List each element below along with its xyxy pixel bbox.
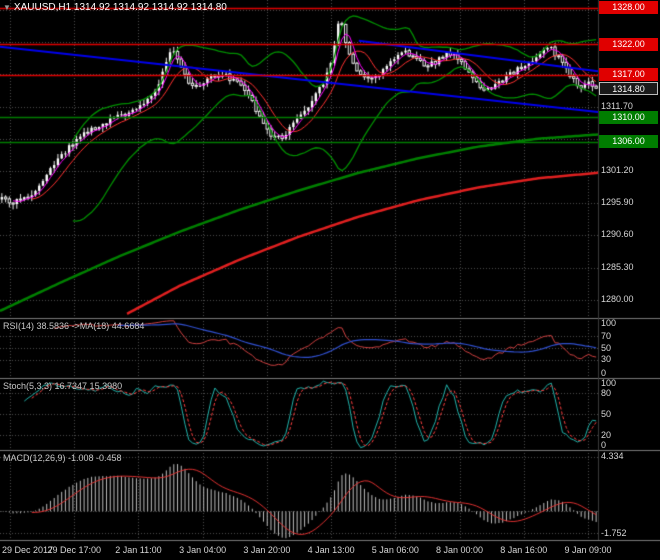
price-level-tag: 1328.00 — [599, 1, 658, 15]
symbol-marker-icon: ▼ — [3, 3, 11, 12]
price-level-tag: 1310.00 — [599, 110, 658, 124]
stoch-scale-label: 80 — [601, 387, 612, 398]
chart-title-text: XAUUSD,H1 1314.92 1314.92 1314.92 1314.8… — [13, 2, 227, 13]
time-axis-label: 8 Jan 00:00 — [436, 545, 484, 555]
price-axis-label: 1295.90 — [601, 197, 634, 208]
rsi-scale-label: 30 — [601, 354, 612, 365]
stoch-scale-label: 20 — [601, 429, 612, 440]
rsi-scale-label: 50 — [601, 342, 612, 353]
stoch-scale-label: 50 — [601, 408, 612, 419]
macd-indicator-label: MACD(12,26,9) -1.008 -0.458 — [3, 453, 122, 463]
time-axis-label: 9 Jan 09:00 — [564, 545, 612, 555]
rsi-scale-label: 0 — [601, 368, 607, 378]
time-axis-label: 3 Jan 20:00 — [243, 545, 291, 555]
price-level-tag: 1317.00 — [599, 68, 658, 82]
stoch-scale-label: 0 — [601, 440, 607, 450]
time-axis-label: 2 Jan 11:00 — [115, 545, 162, 555]
chart-ohlc-info: ▼ XAUUSD,H1 1314.92 1314.92 1314.92 1314.… — [3, 2, 227, 13]
time-axis-label: 3 Jan 04:00 — [179, 545, 227, 555]
price-axis-label: 1290.60 — [601, 229, 634, 240]
rsi-scale-label: 100 — [601, 318, 617, 328]
stoch-indicator-label: Stoch(5,3,3) 16.7347 15.3980 — [3, 381, 123, 391]
time-axis-label: 29 Dec 2017 — [2, 545, 54, 555]
time-axis-label: 4 Jan 13:00 — [307, 545, 355, 555]
time-axis-label: 5 Jan 06:00 — [371, 545, 419, 555]
time-axis-label: 8 Jan 16:00 — [500, 545, 548, 555]
price-axis-label: 1280.00 — [601, 293, 634, 304]
macd-scale-label: 4.334 — [601, 451, 624, 462]
stoch-scale-label: 100 — [601, 378, 617, 388]
time-axis-label: 29 Dec 17:00 — [47, 545, 101, 555]
price-axis-label: 1301.20 — [601, 164, 634, 175]
rsi-indicator-label: RSI(14) 38.5836 ->MA(18) 44.6684 — [3, 321, 145, 331]
price-level-tag: 1322.00 — [599, 37, 658, 51]
price-level-tag: 1306.00 — [599, 135, 658, 149]
rsi-scale-label: 70 — [601, 330, 612, 341]
price-axis-label: 1311.70 — [601, 101, 633, 112]
price-axis-label: 1285.30 — [601, 261, 634, 272]
macd-scale-label: -1.752 — [601, 527, 627, 538]
current-price-tag: 1314.80 — [599, 81, 658, 95]
